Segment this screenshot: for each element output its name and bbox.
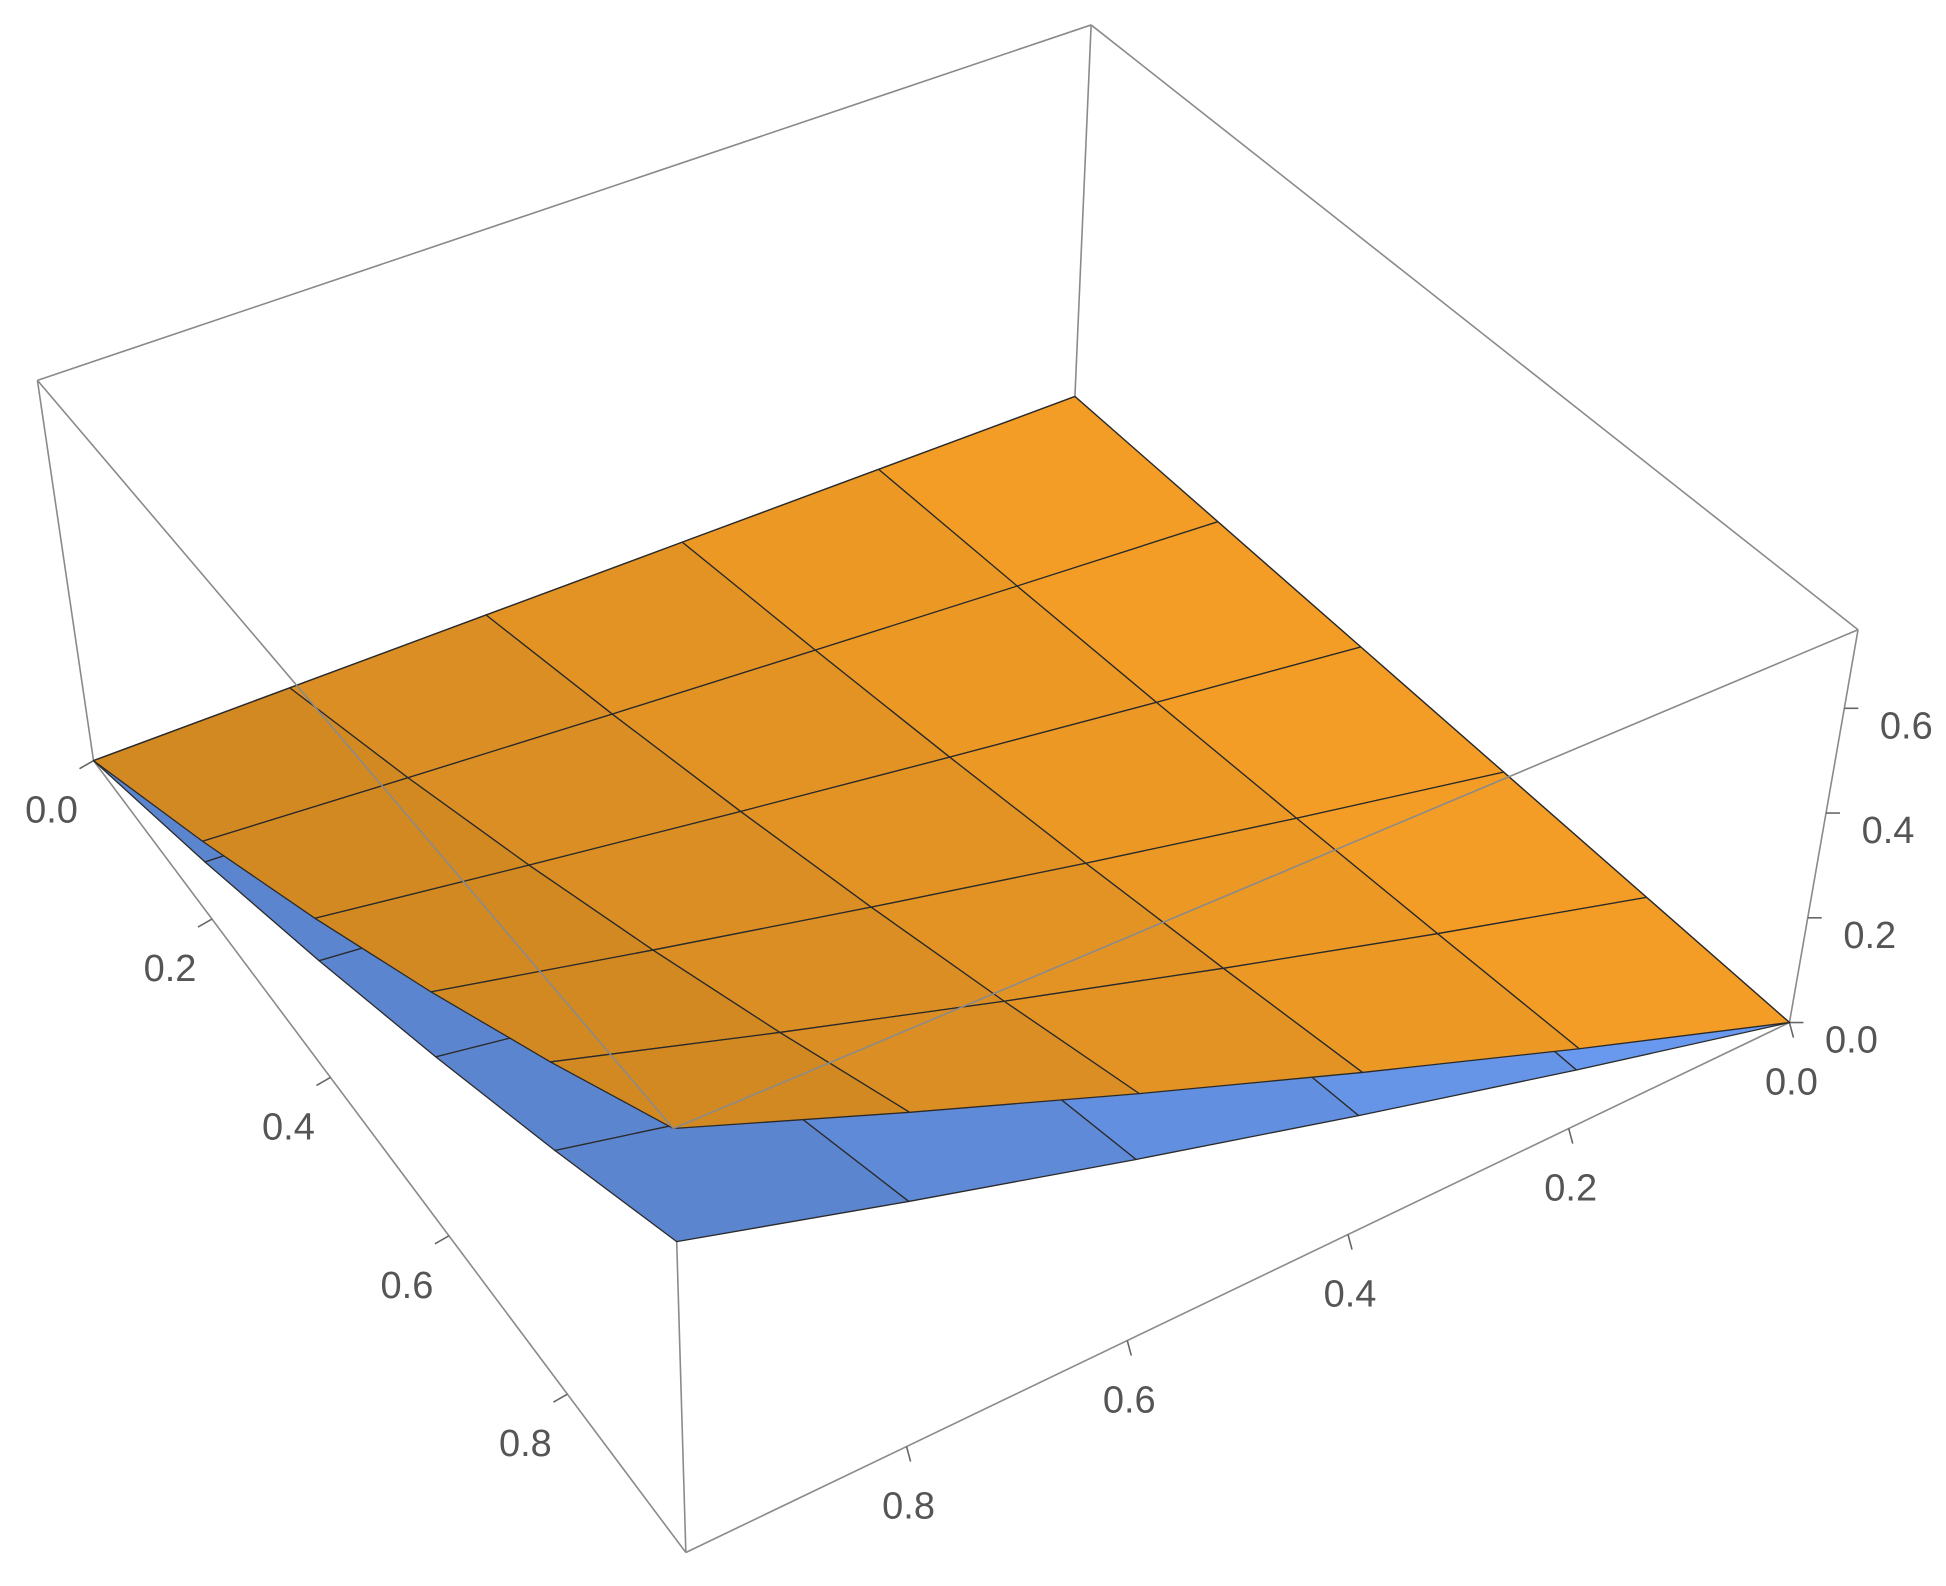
- x-tick: [552, 1393, 568, 1403]
- box-edge: [685, 1021, 1790, 1554]
- surface-patch: [554, 1101, 910, 1243]
- x-tick-label: 0.4: [262, 1106, 315, 1148]
- box-edge: [36, 379, 674, 1130]
- y-tick: [1788, 1022, 1795, 1038]
- y-tick-label: 0.4: [1324, 1274, 1377, 1316]
- box-edge: [1090, 24, 1859, 631]
- x-tick: [316, 1076, 331, 1087]
- y-tick: [1126, 1340, 1133, 1356]
- box-edge: [1788, 629, 1859, 1023]
- box-edge: [36, 380, 95, 761]
- y-tick-label: 0.2: [1544, 1168, 1597, 1210]
- y-tick: [1567, 1128, 1574, 1144]
- y-tick: [1347, 1234, 1353, 1250]
- y-tick-label: 0.6: [1103, 1380, 1156, 1422]
- y-tick-label: 0.8: [882, 1486, 935, 1528]
- y-tick-label: 0.0: [1765, 1062, 1818, 1104]
- z-tick-label: 0.0: [1825, 1020, 1878, 1062]
- x-tick-label: 0.0: [25, 790, 78, 832]
- z-tick-label: 0.6: [1880, 705, 1933, 747]
- x-tick: [197, 918, 213, 928]
- box-edge: [673, 628, 1859, 1130]
- z-tick-label: 0.4: [1862, 810, 1915, 852]
- x-tick-label: 0.6: [381, 1265, 434, 1307]
- x-tick: [79, 759, 94, 770]
- x-tick: [434, 1235, 450, 1245]
- x-tick-label: 0.2: [144, 948, 197, 990]
- z-tick-label: 0.2: [1843, 915, 1896, 957]
- x-tick-label: 0.8: [499, 1423, 552, 1465]
- box-edge: [37, 24, 1092, 382]
- box-edge: [92, 760, 687, 1553]
- box-edge: [1074, 24, 1092, 397]
- y-tick: [905, 1446, 912, 1462]
